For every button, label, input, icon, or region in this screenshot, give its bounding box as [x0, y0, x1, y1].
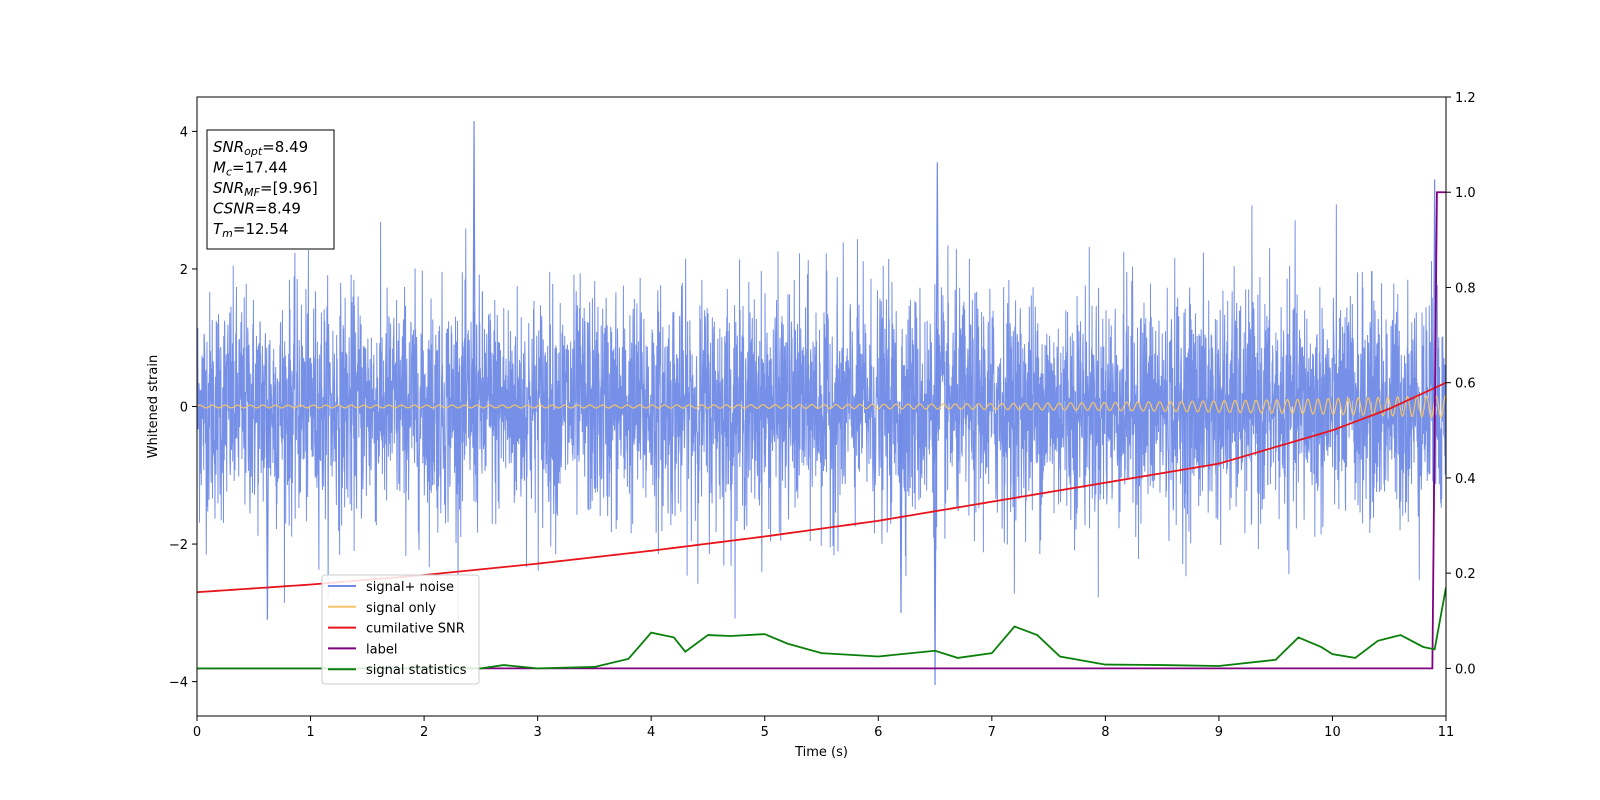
x-tick-label: 3 [533, 725, 541, 740]
plot-area [197, 121, 1446, 686]
legend-entry: signal+ noise [366, 580, 454, 595]
y-axis-label: Whitened strain [146, 355, 161, 458]
y-left-tick-label: 2 [180, 263, 188, 278]
x-axis-label: Time (s) [794, 745, 848, 760]
noise-spike-2 [933, 406, 937, 686]
annotation-tm: Tm=12.54 [213, 220, 288, 240]
noise-spike-1 [935, 162, 940, 407]
x-tick-label: 0 [193, 725, 201, 740]
x-tick-label: 1 [306, 725, 314, 740]
y-right-tick-label: 0.4 [1455, 472, 1476, 487]
y-axis-right: 0.0 0.2 0.4 0.6 0.8 1.0 1.2 [1446, 91, 1476, 677]
annotation-snr-mf: SNRMF=[9.96] [213, 179, 318, 199]
x-tick-label: 5 [761, 725, 769, 740]
x-axis: 0 1 2 3 4 5 6 7 8 9 10 11 [193, 716, 1454, 740]
y-right-tick-label: 1.0 [1455, 186, 1476, 201]
series-label [197, 191, 1446, 670]
noise-spike-5 [899, 406, 903, 613]
x-tick-label: 7 [988, 725, 996, 740]
x-tick-label: 4 [647, 725, 655, 740]
y-right-tick-label: 0.2 [1455, 567, 1476, 582]
series-signal-noise [197, 204, 1446, 627]
legend-entry: cumilative SNR [366, 622, 465, 637]
legend-frame [321, 574, 480, 685]
legend-entry: signal statistics [366, 663, 467, 678]
x-tick-label: 11 [1438, 725, 1455, 740]
noise-spike-4 [265, 406, 270, 620]
x-tick-label: 6 [874, 725, 882, 740]
x-tick-label: 8 [1101, 725, 1109, 740]
x-tick-label: 2 [420, 725, 428, 740]
annotation-box: SNRopt=8.49Mc=17.44SNRMF=[9.96]CSNR=8.49… [206, 129, 335, 250]
y-right-tick-label: 0.8 [1455, 281, 1476, 296]
y-axis-left: −4 −2 0 2 4 [169, 125, 197, 691]
series-signal-statistics [197, 587, 1446, 670]
y-right-tick-label: 1.2 [1455, 91, 1476, 106]
y-right-tick-label: 0.0 [1455, 662, 1476, 677]
y-right-tick-label: 0.6 [1455, 377, 1476, 392]
y-left-tick-label: 0 [180, 401, 188, 416]
legend-entry: signal only [366, 601, 436, 616]
annotation-snr-opt: SNRopt=8.49 [213, 138, 308, 158]
annotation-mc: Mc=17.44 [213, 159, 288, 179]
annotation-csnr: CSNR=8.49 [213, 200, 301, 218]
y-left-tick-label: 4 [180, 125, 188, 140]
legend-entry: label [366, 642, 397, 657]
legend: signal+ noise signal only cumilative SNR la… [321, 574, 480, 685]
y-left-tick-label: −4 [169, 676, 188, 691]
x-tick-label: 9 [1215, 725, 1223, 740]
x-tick-label: 10 [1324, 725, 1341, 740]
series-signal-only [197, 394, 1446, 419]
y-left-tick-label: −2 [169, 538, 188, 553]
annotation-frame [206, 129, 335, 250]
noise-spike-0 [472, 121, 476, 407]
